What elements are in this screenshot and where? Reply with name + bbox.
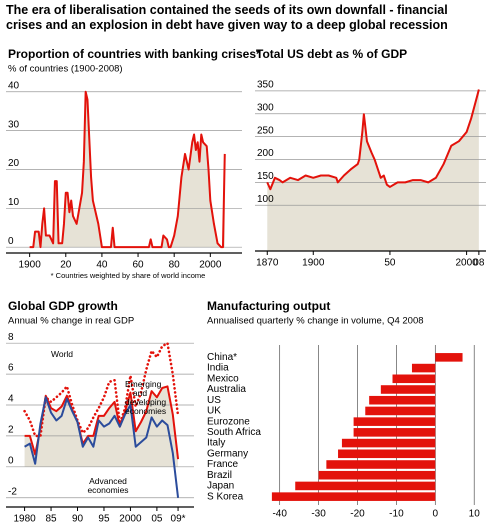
- category-label: France: [207, 459, 239, 470]
- y-tick-label: -2: [8, 486, 17, 497]
- y-tick-label: 300: [257, 102, 274, 113]
- category-label: India: [207, 363, 229, 374]
- bar: [295, 481, 436, 491]
- annotation: Emerging and developing economies: [125, 379, 167, 416]
- y-tick-label: 350: [257, 80, 274, 91]
- chart-title: Total US debt as % of GDP: [256, 47, 407, 61]
- x-tick-label: 50: [384, 258, 396, 269]
- chart-title: Manufacturing output: [207, 299, 330, 313]
- category-label: US: [207, 395, 221, 406]
- chart-subtitle: % of countries (1900-2008): [8, 64, 123, 75]
- area: [24, 386, 179, 467]
- x-tick-label: -30: [311, 509, 326, 520]
- bar: [326, 460, 436, 469]
- category-label: Italy: [207, 438, 225, 449]
- line: [24, 396, 180, 498]
- footnote: * Countries weighted by share of world i…: [51, 271, 206, 280]
- x-tick-label: 80: [169, 260, 181, 271]
- figure-title: The era of liberalisation contained the …: [6, 3, 448, 32]
- y-tick-label: 100: [257, 194, 274, 205]
- bar: [338, 449, 436, 459]
- y-tick-label: 6: [8, 363, 14, 374]
- bar: [271, 492, 436, 501]
- x-tick-label: 60: [132, 260, 144, 271]
- x-tick-label: 08: [473, 258, 485, 269]
- x-tick-label: 2000: [199, 260, 222, 271]
- x-tick-label: 10: [469, 509, 481, 520]
- bar: [392, 374, 436, 384]
- y-tick-label: 250: [257, 125, 274, 136]
- x-tick-label: -20: [350, 509, 365, 520]
- y-tick-label: 0: [8, 455, 14, 466]
- category-label: Brazil: [207, 470, 232, 481]
- y-tick-label: 40: [8, 80, 20, 91]
- x-tick-label: 1870: [256, 258, 279, 269]
- x-tick-label: 90: [72, 514, 84, 525]
- bar: [365, 406, 436, 416]
- bar: [380, 385, 436, 394]
- category-label: Eurozone: [207, 416, 250, 427]
- line: [266, 89, 480, 191]
- bar: [411, 363, 436, 373]
- line: [24, 385, 180, 460]
- x-tick-label: -40: [272, 509, 287, 520]
- y-tick-label: 10: [8, 197, 20, 208]
- x-tick-label: 05: [151, 514, 163, 525]
- chart-subtitle: Annual % change in real GDP: [8, 316, 134, 327]
- x-tick-label: 0: [433, 509, 439, 520]
- area: [267, 89, 479, 251]
- x-tick-label: -10: [389, 509, 404, 520]
- annotation: World: [50, 349, 74, 359]
- x-tick-label: 2000: [119, 514, 142, 525]
- line: [23, 341, 180, 438]
- category-label: Germany: [207, 448, 248, 459]
- y-tick-label: 2: [8, 425, 14, 436]
- y-tick-label: 4: [8, 394, 14, 405]
- category-label: S Korea: [207, 491, 244, 502]
- bar: [353, 417, 436, 426]
- category-label: Australia: [207, 384, 246, 395]
- x-tick-label: 1900: [19, 260, 42, 271]
- x-tick-label: 40: [96, 260, 108, 271]
- x-tick-label: 1980: [13, 514, 36, 525]
- bar: [353, 428, 436, 437]
- x-tick-label: 09*: [171, 514, 186, 525]
- category-label: UK: [207, 406, 221, 417]
- x-tick-label: 85: [45, 514, 57, 525]
- y-tick-label: 0: [8, 236, 14, 247]
- y-tick-label: 30: [8, 119, 20, 130]
- line: [29, 90, 226, 249]
- x-tick-label: 2000: [455, 258, 478, 269]
- y-tick-label: 20: [8, 158, 20, 169]
- bar: [369, 395, 436, 405]
- y-tick-label: 8: [8, 332, 14, 343]
- chart-title: Proportion of countries with banking cri…: [8, 47, 261, 61]
- bar: [435, 353, 463, 362]
- category-label: Mexico: [207, 373, 239, 384]
- chart-subtitle: Annualised quarterly % change in volume,…: [207, 316, 424, 327]
- bar: [341, 438, 436, 448]
- x-tick-label: 20: [60, 260, 72, 271]
- x-tick-label: 95: [98, 514, 110, 525]
- bar: [318, 470, 436, 480]
- chart-title: Global GDP growth: [8, 299, 118, 313]
- category-label: Japan: [207, 481, 234, 492]
- y-tick-label: 150: [257, 171, 274, 182]
- y-tick-label: 200: [257, 148, 274, 159]
- category-label: South Africa: [207, 427, 261, 438]
- category-label: China*: [207, 352, 237, 363]
- x-tick-label: 1900: [302, 258, 325, 269]
- annotation: Advanced economies: [87, 476, 129, 495]
